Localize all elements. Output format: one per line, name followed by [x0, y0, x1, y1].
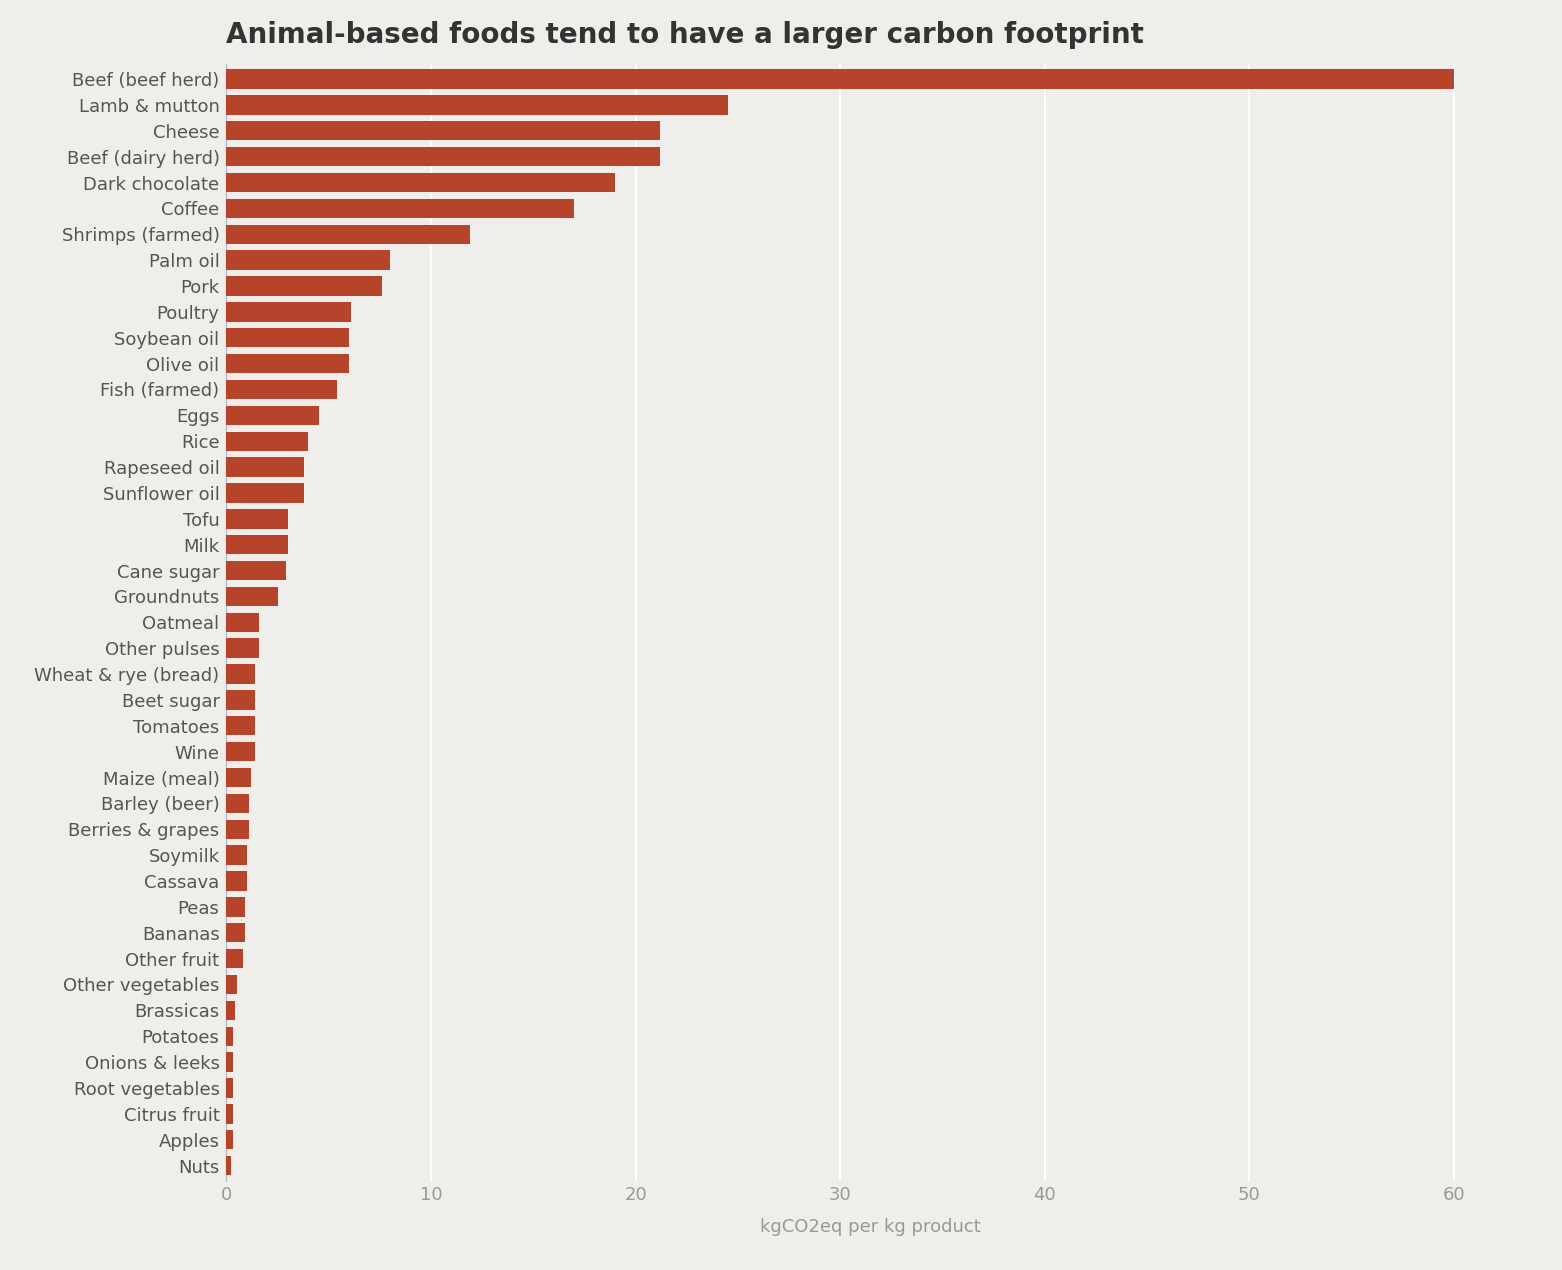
Bar [226, 509, 287, 528]
Bar [226, 484, 305, 503]
Bar [226, 535, 287, 555]
Bar [226, 1078, 233, 1097]
Bar [226, 690, 255, 710]
Bar [226, 1156, 231, 1175]
Bar [226, 147, 661, 166]
Bar [226, 277, 383, 296]
Bar [226, 405, 319, 425]
Bar [226, 923, 245, 942]
Bar [226, 1026, 233, 1046]
Bar [226, 716, 255, 735]
Bar [226, 1053, 233, 1072]
Bar [226, 250, 390, 269]
Bar [226, 587, 278, 606]
Bar [226, 612, 259, 632]
Bar [226, 1130, 233, 1149]
Bar [226, 664, 255, 683]
Bar [226, 173, 615, 192]
Bar [226, 794, 248, 813]
Bar [226, 1001, 234, 1020]
Bar [226, 225, 470, 244]
Bar [226, 328, 350, 348]
Bar [226, 819, 248, 839]
Bar [226, 768, 251, 787]
Bar [226, 457, 305, 476]
Bar [226, 846, 247, 865]
Bar [226, 432, 308, 451]
Bar [226, 121, 661, 141]
Bar [226, 975, 237, 994]
Bar [226, 561, 286, 580]
Text: Animal-based foods tend to have a larger carbon footprint: Animal-based foods tend to have a larger… [226, 20, 1145, 48]
Bar [226, 639, 259, 658]
Bar [226, 354, 350, 373]
Bar [226, 302, 351, 321]
Bar [226, 70, 1454, 89]
Bar [226, 871, 247, 890]
Bar [226, 949, 242, 968]
Bar [226, 95, 728, 114]
Bar [226, 1104, 233, 1124]
Bar [226, 742, 255, 761]
X-axis label: kgCO2eq per kg product: kgCO2eq per kg product [761, 1218, 981, 1236]
Bar [226, 380, 337, 399]
Bar [226, 897, 245, 917]
Bar [226, 198, 575, 218]
